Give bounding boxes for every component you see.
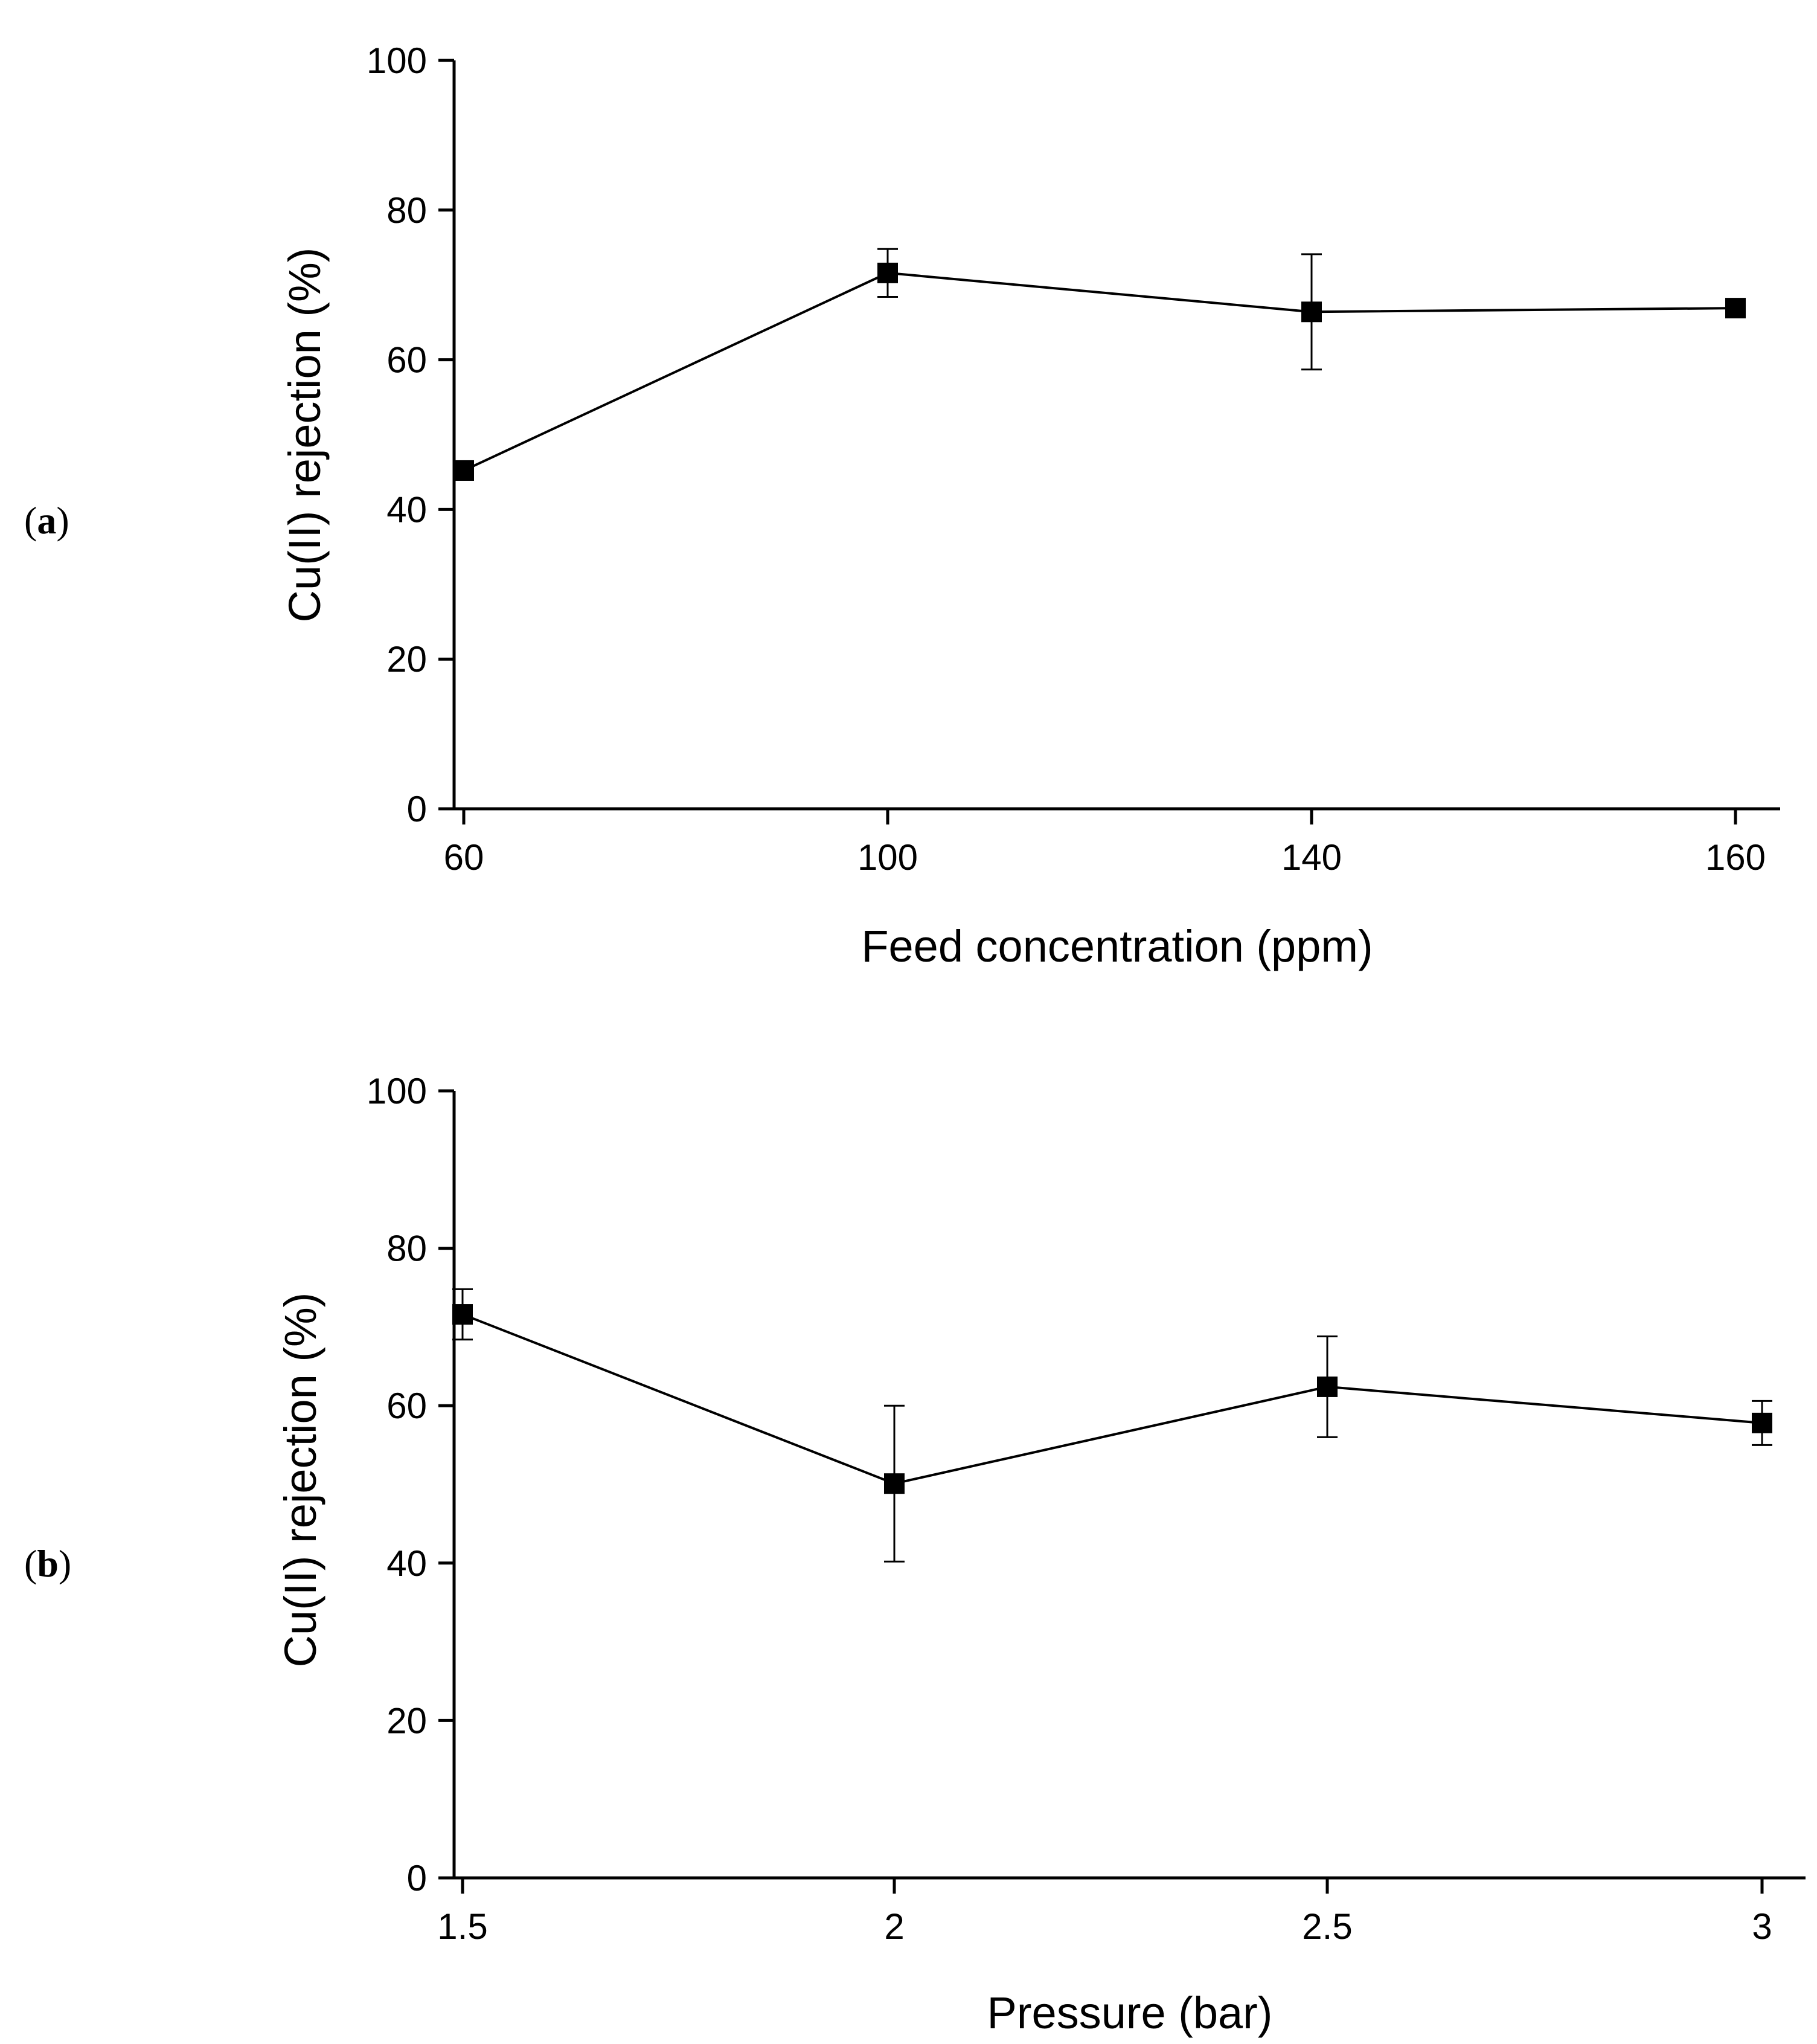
- y-tick-label: 80: [386, 1229, 427, 1269]
- series-line: [463, 271, 1736, 472]
- data-point: [1317, 1376, 1338, 1397]
- y-tick-label: 100: [367, 1071, 427, 1111]
- y-tick-label: 60: [386, 340, 427, 381]
- x-tick-label: 1.5: [437, 1906, 487, 1947]
- chart-panel-a: 0 20 40 60 80 100 60 100 140 160 Feed concentratio…: [24, 40, 1780, 971]
- y-tick-label: 20: [386, 1700, 427, 1741]
- data-point: [884, 1473, 905, 1494]
- x-tick-label: 100: [857, 837, 918, 878]
- panel-label-close: ): [59, 1542, 71, 1585]
- panel-label-close: ): [56, 499, 69, 542]
- y-tick-label: 40: [386, 489, 427, 530]
- panel-label-letter: a: [37, 499, 56, 542]
- x-tick-label: 60: [444, 837, 484, 878]
- panel-label-letter: b: [37, 1542, 59, 1585]
- y-tick-label: 100: [367, 40, 427, 81]
- data-point: [1725, 298, 1746, 319]
- chart-panel-b: 0 20 40 60 80 100 1.5 2 2.5 3 Pressure (bar) Cu(II)…: [24, 1071, 1806, 2038]
- data-point: [452, 1304, 473, 1325]
- data-point: [453, 460, 474, 481]
- x-tick-label: 3: [1752, 1906, 1772, 1947]
- x-tick-label: 2.5: [1302, 1906, 1352, 1947]
- y-tick-label: 80: [386, 190, 427, 231]
- y-axis-title: Cu(II) rejection (%): [275, 1293, 325, 1668]
- panel-label-open: (: [24, 499, 37, 542]
- y-tick-label: 0: [407, 1858, 427, 1898]
- y-tick-label: 0: [407, 789, 427, 829]
- y-tick-label: 40: [386, 1543, 427, 1584]
- x-tick-label: 2: [884, 1906, 904, 1947]
- x-axis-title: Pressure (bar): [987, 1988, 1273, 2038]
- y-axis-title: Cu(II) rejection (%): [280, 248, 330, 623]
- data-point: [1301, 301, 1322, 323]
- data-point: [1752, 1412, 1772, 1433]
- panel-label: (b): [24, 1542, 71, 1585]
- data-point: [877, 262, 898, 283]
- x-axis-title: Feed concentration (ppm): [861, 921, 1373, 971]
- y-tick-label: 20: [386, 639, 427, 680]
- panel-label-open: (: [24, 1542, 37, 1585]
- y-tick-label: 60: [386, 1386, 427, 1426]
- x-tick-label: 140: [1281, 837, 1342, 878]
- x-tick-label: 160: [1705, 837, 1766, 878]
- panel-label: (a): [24, 499, 69, 542]
- series-line: [462, 1313, 1763, 1485]
